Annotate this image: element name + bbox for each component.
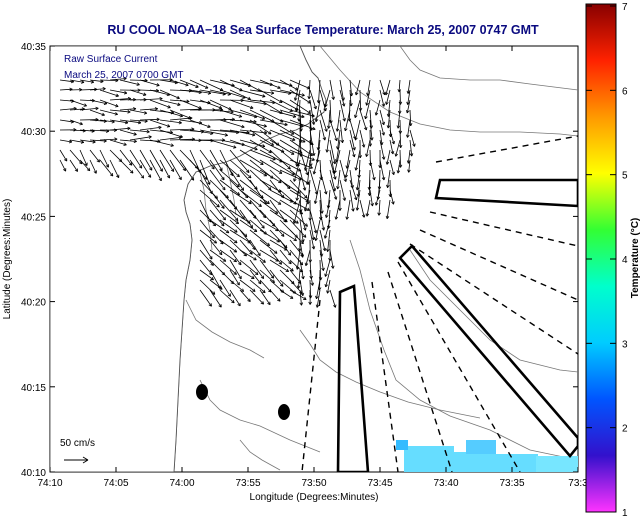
- x-tick-label: 73:40: [433, 478, 458, 489]
- x-tick-label: 73:55: [235, 478, 260, 489]
- x-axis-ticks: 74:10 74:05 74:00 73:55 73:50 73:45 73:40 73:35…: [37, 46, 588, 489]
- legend-line-1: Raw Surface Current: [64, 54, 158, 65]
- colorbar-label: Temperature (°C): [630, 218, 641, 299]
- y-axis-label: Latitude (Degrees:Minutes): [2, 199, 13, 320]
- radar-site-2: [278, 404, 290, 420]
- current-vectors: [59, 76, 416, 308]
- colorbar-tick-label: 4: [622, 255, 628, 266]
- colorbar-tick-label: 3: [622, 339, 628, 350]
- y-tick-label: 40:30: [21, 127, 46, 138]
- x-tick-label: 74:05: [103, 478, 128, 489]
- radar-antenna-boxes: [336, 178, 578, 472]
- x-tick-label: 73:35: [499, 478, 524, 489]
- colorbar-tick-label: 2: [622, 424, 628, 435]
- colorbar-tick-label: 6: [622, 86, 628, 97]
- y-axis-ticks: 40:35 40:30 40:25 40:20 40:15 40:10: [21, 42, 578, 479]
- x-tick-label: 74:00: [169, 478, 194, 489]
- colorbar: [585, 3, 617, 513]
- scale-arrow: [64, 456, 89, 464]
- legend-line-2: March 25, 2007 0700 GMT: [64, 70, 184, 81]
- colorbar-tick-label: 7: [622, 2, 628, 13]
- x-tick-label: 73:50: [301, 478, 326, 489]
- scale-label: 50 cm/s: [60, 438, 95, 449]
- radar-site-1: [196, 384, 208, 400]
- y-tick-label: 40:20: [21, 298, 46, 309]
- radar-beams: [301, 135, 578, 472]
- map-title: RU COOL NOAA−18 Sea Surface Temperature:…: [107, 23, 539, 37]
- colorbar-tick-label: 5: [622, 171, 628, 182]
- y-tick-label: 40:15: [21, 383, 46, 394]
- colorbar-ticks: 1 2 3 4 5 6 7: [586, 2, 628, 518]
- sst-patches: [396, 440, 578, 472]
- x-tick-label: 73:45: [367, 478, 392, 489]
- colorbar-tick-label: 1: [622, 508, 628, 518]
- x-tick-label: 73:3: [568, 478, 588, 489]
- x-tick-label: 74:10: [37, 478, 62, 489]
- y-tick-label: 40:10: [21, 468, 46, 479]
- y-tick-label: 40:25: [21, 212, 46, 223]
- y-tick-label: 40:35: [21, 42, 46, 53]
- x-axis-label: Longitude (Degrees:Minutes): [250, 492, 379, 503]
- land-mass: [50, 46, 327, 472]
